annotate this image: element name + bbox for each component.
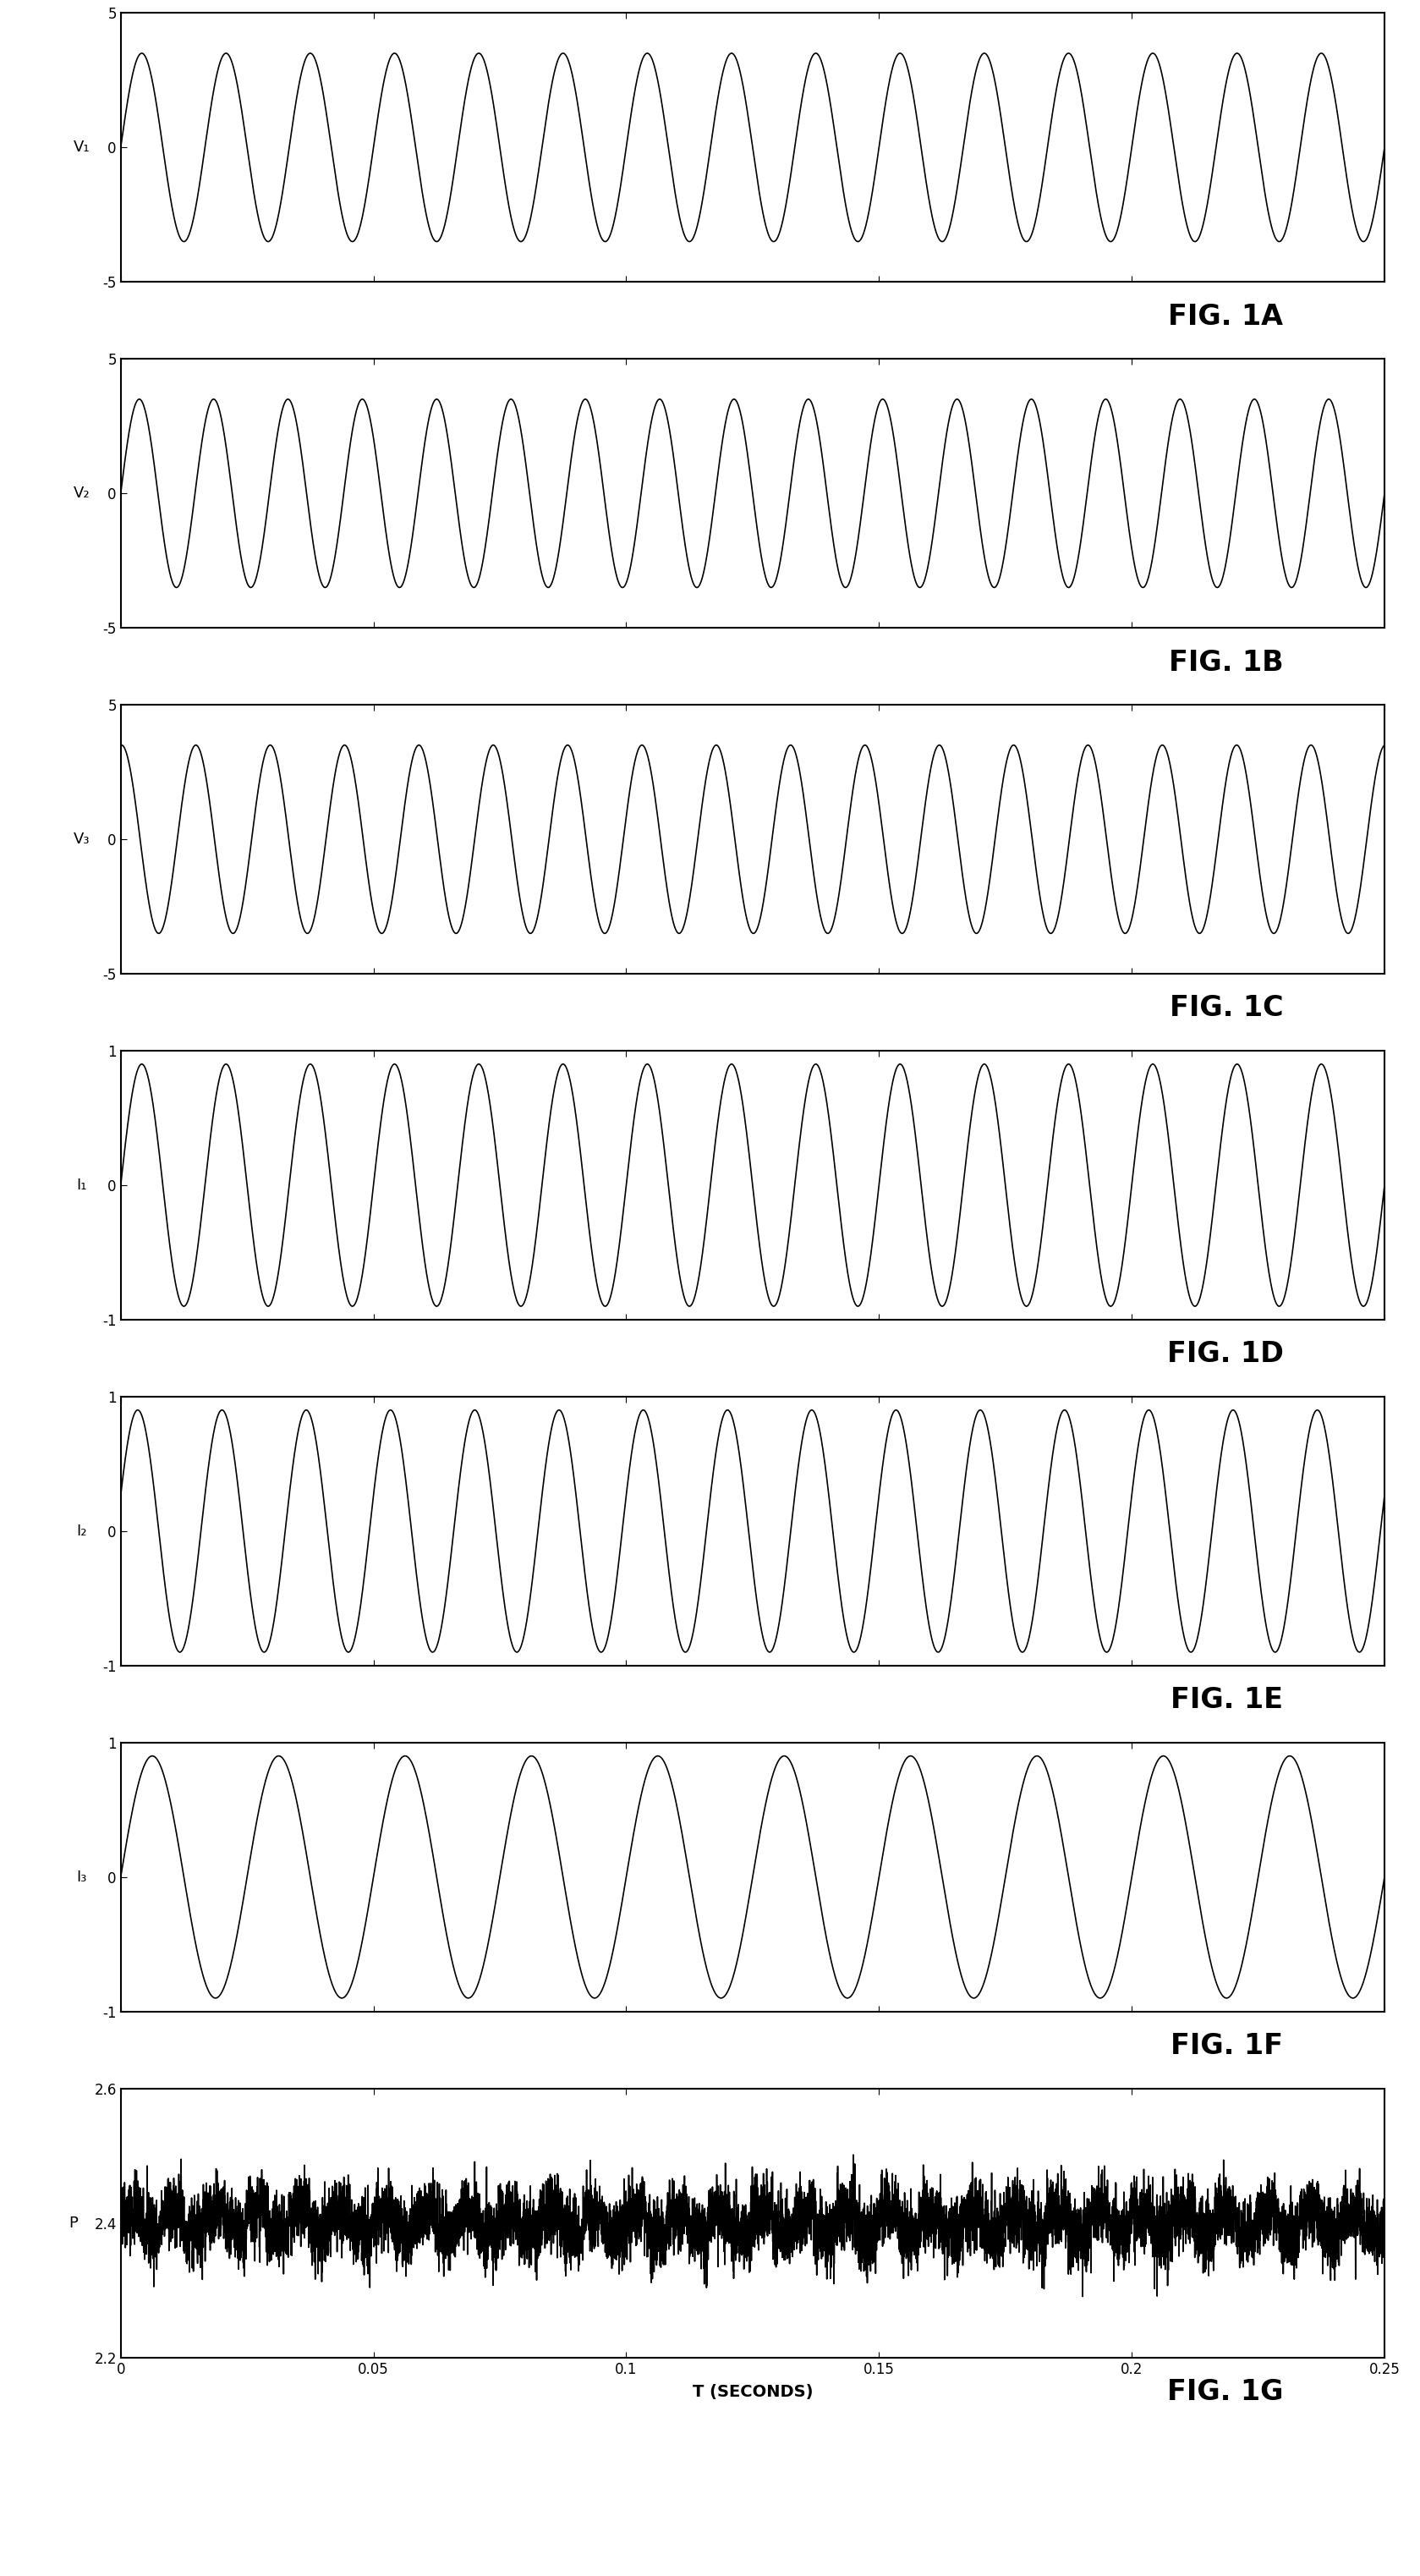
Y-axis label: P: P (68, 2215, 78, 2231)
Y-axis label: V₃: V₃ (74, 832, 89, 848)
Text: FIG. 1G: FIG. 1G (1167, 2378, 1284, 2406)
Y-axis label: V₁: V₁ (74, 139, 89, 155)
Text: FIG. 1F: FIG. 1F (1172, 2032, 1284, 2061)
Text: FIG. 1C: FIG. 1C (1170, 994, 1284, 1023)
Text: FIG. 1E: FIG. 1E (1172, 1687, 1284, 1713)
Text: FIG. 1A: FIG. 1A (1169, 301, 1284, 330)
Text: FIG. 1B: FIG. 1B (1169, 649, 1284, 677)
Y-axis label: I₃: I₃ (77, 1870, 87, 1886)
X-axis label: T (SECONDS): T (SECONDS) (693, 2383, 812, 2401)
Y-axis label: I₂: I₂ (77, 1522, 87, 1538)
Y-axis label: V₂: V₂ (74, 487, 89, 500)
Y-axis label: I₁: I₁ (77, 1177, 87, 1193)
Text: FIG. 1D: FIG. 1D (1167, 1340, 1284, 1368)
